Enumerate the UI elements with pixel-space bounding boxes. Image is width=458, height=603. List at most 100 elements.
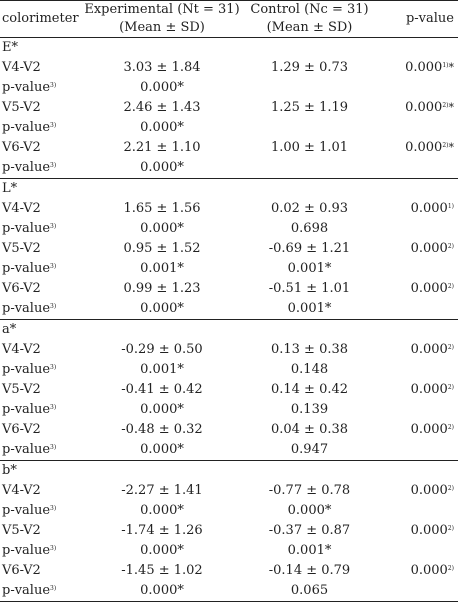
- between-group-pvalue: 0.0002): [373, 380, 458, 400]
- row-label-text: p-value: [2, 362, 51, 377]
- pvalue-footnote: 2): [447, 344, 454, 351]
- section-title: b*: [0, 460, 458, 481]
- pvalue-text: 0.000: [410, 422, 448, 437]
- row-label: V4-V2: [0, 199, 78, 219]
- data-row: V6-V2 -0.48 ± 0.32 0.04 ± 0.38 0.0002): [0, 420, 458, 440]
- pvalue-text: 0.000: [410, 483, 448, 498]
- row-label-text: p-value: [2, 503, 51, 518]
- control-value: 0.13 ± 0.38: [270, 342, 349, 357]
- row-label-footnote: 3): [50, 82, 57, 89]
- experimental-value: 0.000*: [140, 543, 184, 558]
- pvalue-footnote: 2): [447, 384, 454, 391]
- pvalue-row: p-value3) 0.000* 0.947: [0, 440, 458, 461]
- table-body: E* V4-V2 3.03 ± 1.84 1.29 ± 0.73 0.0001)* p-v…: [0, 38, 458, 602]
- between-group-pvalue: [373, 501, 458, 521]
- pvalue-footnote: 2): [447, 424, 454, 431]
- control-value: 0.000*: [287, 503, 332, 518]
- row-label-text: V4-V2: [2, 201, 41, 216]
- control-value: [246, 158, 373, 179]
- pvalue-significance: *: [448, 141, 455, 154]
- between-group-pvalue: [373, 541, 458, 561]
- control-value: 0.14 ± 0.42: [270, 382, 349, 397]
- pvalue-row: p-value3) 0.000* 0.065: [0, 581, 458, 602]
- between-group-pvalue: [373, 118, 458, 138]
- pvalue-text: 0.000: [410, 241, 448, 256]
- between-group-pvalue: 0.0002): [373, 340, 458, 360]
- row-label-text: V4-V2: [2, 483, 41, 498]
- row-label-footnote: 3): [50, 122, 57, 129]
- between-group-pvalue: 0.0001)*: [373, 58, 458, 78]
- between-group-pvalue: 0.0002)*: [373, 98, 458, 118]
- section-title-row: a*: [0, 319, 458, 340]
- pvalue-text: 0.000: [410, 342, 448, 357]
- pvalue-text: 0.000: [410, 382, 448, 397]
- data-row: V6-V2 -1.45 ± 1.02 -0.14 ± 0.79 0.0002): [0, 561, 458, 581]
- row-label-text: V6-V2: [2, 563, 41, 578]
- row-label-footnote: 3): [50, 162, 57, 169]
- row-label: p-value3): [0, 440, 78, 461]
- row-label: p-value3): [0, 400, 78, 420]
- row-label: p-value3): [0, 360, 78, 380]
- header-control: Control (Nc = 31): [246, 0, 373, 19]
- row-label: p-value3): [0, 299, 78, 320]
- row-label-text: V5-V2: [2, 100, 41, 115]
- experimental-value: 0.000*: [140, 402, 184, 417]
- between-group-pvalue: [373, 360, 458, 380]
- pvalue-row: p-value3) 0.001* 0.148: [0, 360, 458, 380]
- section-title: E*: [2, 40, 18, 55]
- row-label: V5-V2: [0, 521, 78, 541]
- between-group-pvalue: 0.0002): [373, 561, 458, 581]
- row-label-footnote: 3): [50, 364, 57, 371]
- pvalue-footnote: 2): [447, 243, 454, 250]
- between-group-pvalue: [373, 581, 458, 602]
- control-value: -0.37 ± 0.87: [268, 523, 351, 538]
- section-title: L*: [0, 178, 458, 199]
- experimental-value: 0.000*: [140, 301, 184, 316]
- experimental-value: 0.000*: [140, 442, 184, 457]
- row-label-text: p-value: [2, 120, 51, 135]
- pvalue-footnote: 2): [447, 283, 454, 290]
- data-row: V5-V2 0.95 ± 1.52 -0.69 ± 1.21 0.0002): [0, 239, 458, 259]
- row-label-footnote: 3): [50, 444, 57, 451]
- experimental-value: 2.46 ± 1.43: [123, 100, 201, 115]
- row-label: p-value3): [0, 78, 78, 98]
- control-value: 1.00 ± 1.01: [270, 140, 349, 155]
- between-group-pvalue: 0.0001): [373, 199, 458, 219]
- data-row: V4-V2 -0.29 ± 0.50 0.13 ± 0.38 0.0002): [0, 340, 458, 360]
- pvalue-row: p-value3) 0.000*: [0, 158, 458, 179]
- row-label-text: p-value: [2, 301, 51, 316]
- row-label: p-value3): [0, 541, 78, 561]
- pvalue-footnote: 1): [447, 203, 454, 210]
- between-group-pvalue: 0.0002): [373, 481, 458, 501]
- control-value: -0.51 ± 1.01: [268, 281, 351, 296]
- pvalue-text: 0.000: [410, 281, 448, 296]
- experimental-value: 0.000*: [140, 120, 184, 135]
- row-label-footnote: 3): [50, 505, 57, 512]
- data-row: V4-V2 3.03 ± 1.84 1.29 ± 0.73 0.0001)*: [0, 58, 458, 78]
- row-label: V6-V2: [0, 561, 78, 581]
- between-group-pvalue: [373, 299, 458, 320]
- control-value: 0.001*: [287, 543, 332, 558]
- row-label-text: V5-V2: [2, 523, 41, 538]
- control-value: 0.001*: [287, 301, 332, 316]
- pvalue-text: 0.000: [405, 100, 443, 115]
- pvalue-footnote: 2): [447, 565, 454, 572]
- control-value: 0.001*: [287, 261, 332, 276]
- experimental-value: -2.27 ± 1.41: [121, 483, 203, 498]
- experimental-value: 0.000*: [140, 221, 184, 236]
- control-value: [246, 78, 373, 98]
- section-title-row: b*: [0, 460, 458, 481]
- control-value: 0.148: [290, 362, 329, 377]
- between-group-pvalue: [373, 78, 458, 98]
- data-row: V6-V2 2.21 ± 1.10 1.00 ± 1.01 0.0002)*: [0, 138, 458, 158]
- row-label-text: p-value: [2, 402, 51, 417]
- row-label: p-value3): [0, 501, 78, 521]
- row-label: p-value3): [0, 259, 78, 279]
- experimental-value: 0.001*: [140, 362, 184, 377]
- experimental-value: -0.41 ± 0.42: [121, 382, 203, 397]
- row-label-text: V6-V2: [2, 422, 41, 437]
- experimental-value: 0.000*: [140, 160, 184, 175]
- between-group-pvalue: [373, 158, 458, 179]
- pvalue-significance: *: [448, 61, 455, 74]
